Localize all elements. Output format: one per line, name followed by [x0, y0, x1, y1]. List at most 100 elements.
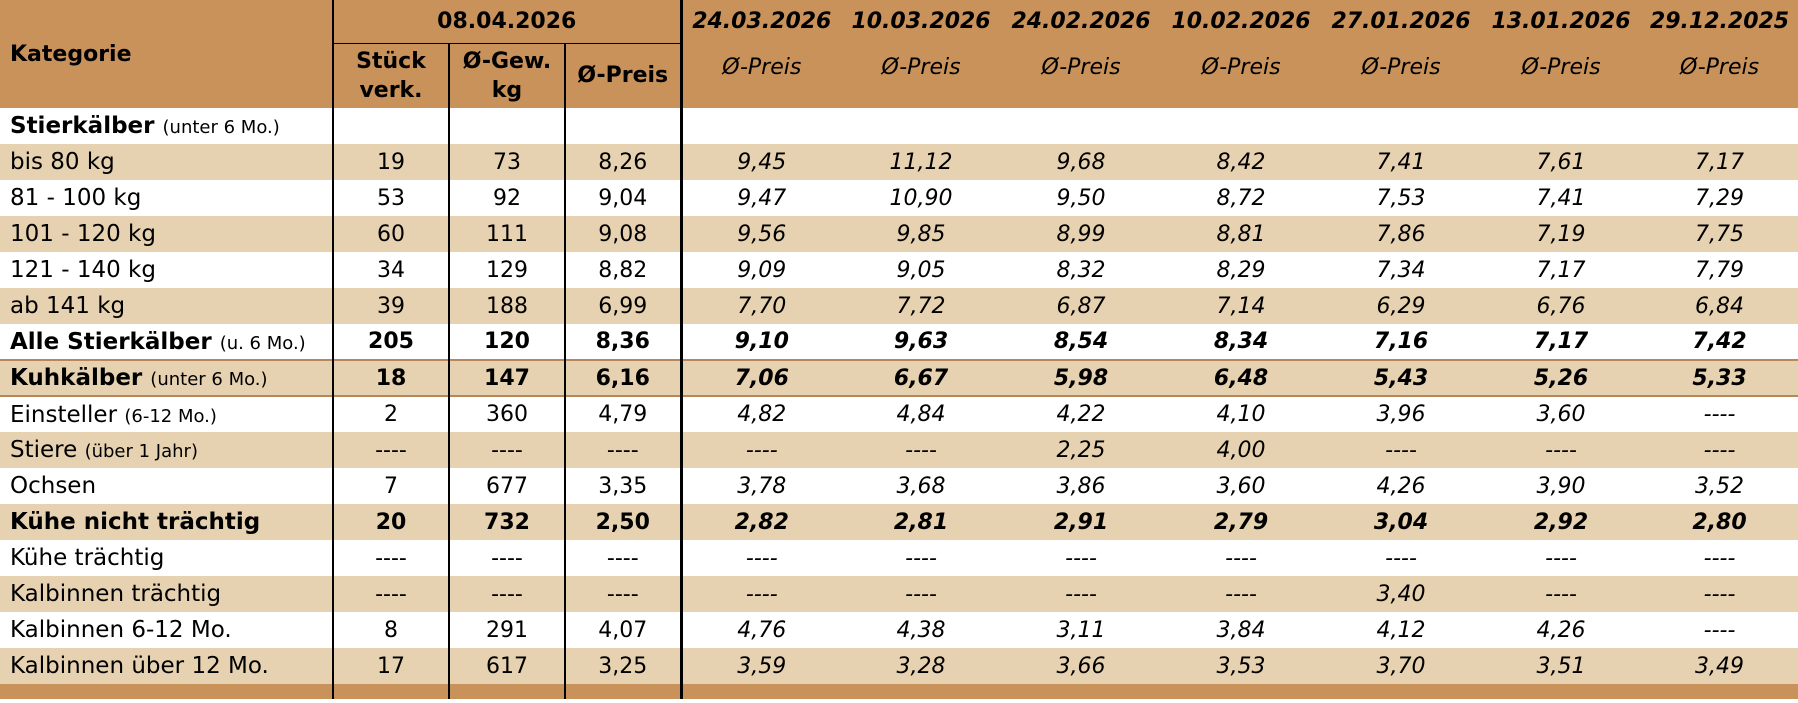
table-header: Kategorie 08.04.2026 24.03.2026 10.03.20… [0, 0, 1798, 108]
stueck-cell: ---- [332, 540, 449, 576]
preis-cell: 8,26 [563, 144, 682, 180]
prev-preis-cell: 8,54 [1001, 324, 1162, 360]
prev-preis-cell: 2,25 [1001, 432, 1162, 468]
stueck-cell: 2 [332, 395, 449, 432]
prev-preis-cell: ---- [1161, 540, 1322, 576]
prev-preis-cell: 4,22 [1001, 395, 1162, 432]
prev-preis-cell: 8,29 [1161, 252, 1322, 288]
prev-preis-cell: 3,59 [679, 648, 842, 684]
gewicht-cell: 188 [448, 288, 565, 324]
gewicht-cell: ---- [448, 576, 565, 612]
category-cell: Stierkälber (unter 6 Mo.) [0, 108, 333, 144]
table-row: 101 - 120 kg 60 111 9,08 9,56 9,85 8,99 8,81 7,8… [0, 216, 1798, 252]
gewicht-cell: 360 [448, 395, 565, 432]
prev-preis-cell: ---- [1641, 612, 1798, 648]
category-cell: 81 - 100 kg [0, 180, 333, 216]
prev-preis-cell: 6,87 [1001, 288, 1162, 324]
prev-preis-cell: 2,81 [841, 504, 1002, 540]
prev-preis-cell: 9,63 [841, 324, 1002, 360]
prev-preis-cell: 7,17 [1641, 144, 1798, 180]
footer-strip-cell [841, 684, 1002, 699]
prev-preis-cell: ---- [841, 576, 1002, 612]
category-label: Stiere [10, 437, 78, 463]
gewicht-cell: 732 [448, 504, 565, 540]
prev-preis-cell: 4,26 [1321, 468, 1482, 504]
prev-preis-cell [1641, 108, 1798, 144]
prev-preis-cell: 3,70 [1321, 648, 1482, 684]
prev-preis-cell: 6,84 [1641, 288, 1798, 324]
prev-preis-cell: 6,48 [1161, 359, 1322, 396]
prev-preis-cell: 7,75 [1641, 216, 1798, 252]
prev-preis-header: Ø-Preis [1161, 43, 1322, 108]
prev-preis-cell: ---- [1321, 432, 1482, 468]
prev-preis-cell: 8,34 [1161, 324, 1322, 360]
stueck-header-line1: Stück [356, 48, 426, 74]
prev-preis-cell: 3,53 [1161, 648, 1322, 684]
category-cell: 101 - 120 kg [0, 216, 333, 252]
prev-preis-cell: 3,28 [841, 648, 1002, 684]
gewicht-cell: 111 [448, 216, 565, 252]
prev-preis-cell: 3,04 [1321, 504, 1482, 540]
category-label: Stierkälber [10, 113, 155, 139]
table-row: Ochsen 7 677 3,35 3,78 3,68 3,86 3,60 4,26 3,90 3,… [0, 468, 1798, 504]
prev-preis-cell: 7,19 [1481, 216, 1642, 252]
stueck-cell: 18 [332, 359, 449, 396]
table-row: Kalbinnen 6-12 Mo. 8 291 4,07 4,76 4,38 3,11 3,… [0, 612, 1798, 648]
prev-date-header: 24.03.2026 [679, 0, 842, 43]
gewicht-cell: 147 [448, 359, 565, 396]
prev-date-header: 27.01.2026 [1321, 0, 1482, 43]
gewicht-cell: 129 [448, 252, 565, 288]
stueck-cell: 60 [332, 216, 449, 252]
preis-cell [563, 108, 682, 144]
prev-date-header: 29.12.2025 [1641, 0, 1798, 43]
prev-preis-cell: 7,34 [1321, 252, 1482, 288]
prev-preis-cell: ---- [1321, 540, 1482, 576]
prev-preis-cell: 5,26 [1481, 359, 1642, 396]
category-cell: 121 - 140 kg [0, 252, 333, 288]
prev-preis-cell: 6,76 [1481, 288, 1642, 324]
gewicht-cell: 617 [448, 648, 565, 684]
preis-header: Ø-Preis [563, 43, 682, 108]
category-label: Alle Stierkälber [10, 328, 212, 355]
prev-preis-cell: 3,60 [1481, 395, 1642, 432]
prev-preis-cell: 3,49 [1641, 648, 1798, 684]
stueck-cell: 8 [332, 612, 449, 648]
prev-preis-cell: 8,72 [1161, 180, 1322, 216]
category-label: Kühe trächtig [10, 545, 165, 571]
category-label: 81 - 100 kg [10, 185, 142, 211]
category-cell: Einsteller (6-12 Mo.) [0, 395, 333, 432]
category-label: bis 80 kg [10, 149, 115, 175]
table-row: Kalbinnen über 12 Mo. 17 617 3,25 3,59 3,28 3,… [0, 648, 1798, 684]
current-date-header: 08.04.2026 [331, 0, 682, 44]
prev-preis-cell: ---- [679, 432, 842, 468]
prev-preis-cell: 10,90 [841, 180, 1002, 216]
preis-cell: 9,08 [563, 216, 682, 252]
table-row: 121 - 140 kg 34 129 8,82 9,09 9,05 8,32 8,29 7,3… [0, 252, 1798, 288]
prev-preis-header: Ø-Preis [841, 43, 1002, 108]
prev-preis-cell: 4,38 [841, 612, 1002, 648]
prev-preis-cell: 9,45 [679, 144, 842, 180]
table-row: Stiere (über 1 Jahr) ---- ---- ---- ---- ----… [0, 432, 1798, 468]
prev-date-header: 10.02.2026 [1161, 0, 1322, 43]
stueck-cell: 39 [332, 288, 449, 324]
prev-preis-cell: 3,51 [1481, 648, 1642, 684]
stueck-cell: 17 [332, 648, 449, 684]
category-cell: ab 141 kg [0, 288, 333, 324]
prev-preis-cell: 3,90 [1481, 468, 1642, 504]
prev-preis-cell: ---- [679, 540, 842, 576]
table-row: ab 141 kg 39 188 6,99 7,70 7,72 6,87 7,14 6,29 6,… [0, 288, 1798, 324]
prev-preis-cell: 7,86 [1321, 216, 1482, 252]
prev-preis-cell: 2,80 [1641, 504, 1798, 540]
gewicht-cell: 120 [448, 324, 565, 360]
gewicht-cell: 677 [448, 468, 565, 504]
prev-preis-cell: 3,86 [1001, 468, 1162, 504]
category-label: Kühe nicht trächtig [10, 509, 261, 535]
category-cell: Alle Stierkälber (u. 6 Mo.) [0, 324, 333, 360]
prev-preis-header: Ø-Preis [1641, 43, 1798, 108]
prev-preis-cell: 11,12 [841, 144, 1002, 180]
footer-strip-cell [448, 684, 565, 699]
category-cell: Stiere (über 1 Jahr) [0, 432, 333, 468]
preis-cell: 4,79 [563, 395, 682, 432]
table-row: Kalbinnen trächtig ---- ---- ---- ---- ---- --… [0, 576, 1798, 612]
